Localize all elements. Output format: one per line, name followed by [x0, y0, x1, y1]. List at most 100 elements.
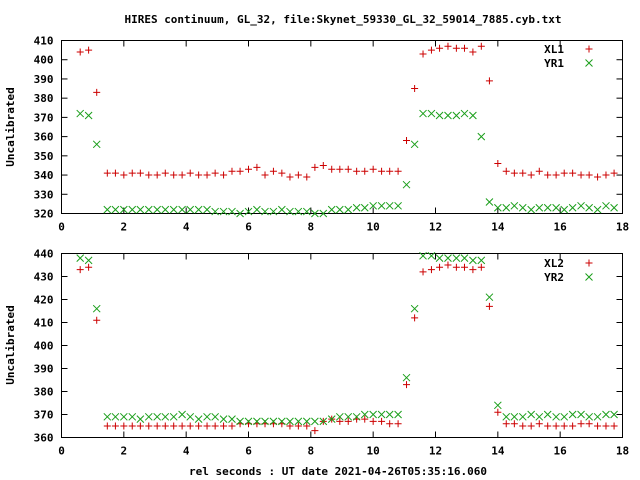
point-yr2 [419, 251, 427, 260]
point-xl2 [128, 422, 136, 430]
point-xl2 [494, 408, 502, 416]
point-yr2 [427, 251, 436, 260]
point-xl2 [469, 266, 477, 274]
point-yr2 [344, 412, 353, 421]
point-yr2 [302, 417, 311, 426]
point-yr2 [178, 410, 186, 419]
point-yr2 [485, 293, 494, 302]
point-yr2 [186, 412, 195, 421]
point-xl2 [336, 417, 344, 425]
point-xl1 [128, 169, 136, 177]
point-yr1 [593, 205, 602, 214]
point-xl2 [569, 422, 577, 430]
point-yr1 [485, 198, 494, 206]
point-xl1 [195, 171, 203, 179]
point-yr1 [92, 140, 101, 149]
point-xl2 [161, 422, 169, 430]
point-yr2 [585, 412, 594, 421]
x-tick-label-bottom: 2 [121, 445, 128, 458]
legend-label-xl1: XL1 [544, 43, 564, 56]
point-xl2 [510, 420, 518, 428]
point-yr1 [76, 109, 85, 118]
legend-marker-xl1 [585, 45, 593, 53]
point-xl2 [502, 420, 510, 428]
y-tick-label-bottom: 390 [34, 363, 54, 376]
point-yr2 [335, 412, 344, 421]
x-tick-label-bottom: 18 [616, 445, 629, 458]
point-yr2 [111, 412, 120, 421]
x-tick-label-bottom: 0 [58, 445, 65, 458]
legend-label-yr1: YR1 [544, 57, 564, 70]
point-xl1 [469, 48, 477, 56]
x-tick-label-top: 12 [429, 221, 442, 234]
point-xl1 [444, 42, 452, 50]
point-xl1 [344, 165, 352, 173]
point-yr1 [510, 201, 519, 210]
marks-bottom [76, 251, 618, 435]
point-xl1 [261, 171, 269, 179]
point-yr2 [211, 412, 220, 421]
point-xl1 [602, 171, 610, 179]
point-xl2 [120, 422, 128, 430]
point-yr1 [169, 205, 178, 214]
point-xl2 [386, 420, 394, 428]
point-yr1 [128, 205, 137, 214]
point-xl2 [311, 427, 319, 435]
point-xl1 [544, 171, 552, 179]
x-tick-label-top: 18 [616, 221, 629, 234]
point-yr2 [84, 256, 93, 265]
point-yr2 [560, 412, 569, 421]
point-yr1 [385, 201, 394, 210]
point-yr1 [219, 207, 228, 216]
point-yr1 [477, 132, 486, 141]
ylabel-top: Uncalibrated [4, 87, 17, 166]
point-yr1 [410, 140, 419, 149]
y-tick-label-top: 340 [34, 169, 54, 182]
point-xl1 [311, 163, 319, 171]
point-yr2 [103, 412, 112, 421]
point-yr2 [369, 410, 378, 419]
point-yr1 [377, 201, 386, 210]
point-yr1 [543, 203, 552, 212]
point-yr2 [236, 417, 244, 426]
point-yr2 [527, 410, 536, 419]
point-xl2 [286, 422, 294, 430]
point-xl2 [145, 422, 153, 430]
legend-marker-yr1 [585, 59, 593, 67]
point-yr2 [294, 417, 303, 426]
point-yr2 [610, 410, 618, 419]
point-yr1 [253, 205, 261, 214]
point-yr1 [311, 209, 319, 218]
y-tick-label-bottom: 420 [34, 294, 54, 307]
point-yr2 [394, 410, 402, 419]
point-yr1 [585, 203, 594, 212]
point-xl1 [336, 165, 344, 173]
point-yr2 [194, 415, 203, 423]
point-yr2 [543, 410, 552, 419]
point-yr1 [153, 205, 162, 214]
point-yr2 [153, 412, 162, 421]
point-xl1 [145, 171, 153, 179]
point-yr2 [460, 254, 469, 262]
point-xl1 [76, 48, 84, 56]
point-yr1 [352, 203, 361, 212]
point-xl1 [253, 163, 261, 171]
point-yr2 [477, 256, 486, 265]
point-yr1 [144, 205, 153, 214]
point-yr1 [518, 203, 527, 212]
point-yr1 [244, 207, 253, 216]
point-xl2 [103, 422, 111, 430]
point-xl2 [610, 422, 618, 430]
point-xl1 [386, 167, 394, 175]
point-yr2 [510, 412, 519, 421]
point-xl1 [203, 171, 211, 179]
legend-label-xl2: XL2 [544, 257, 564, 270]
point-xl2 [211, 422, 219, 430]
point-yr1 [327, 205, 336, 214]
point-yr2 [203, 412, 211, 421]
point-yr1 [560, 205, 569, 214]
y-tick-label-bottom: 400 [34, 340, 54, 353]
point-xl2 [220, 422, 228, 430]
point-xl1 [494, 160, 502, 168]
point-xl1 [427, 46, 435, 54]
